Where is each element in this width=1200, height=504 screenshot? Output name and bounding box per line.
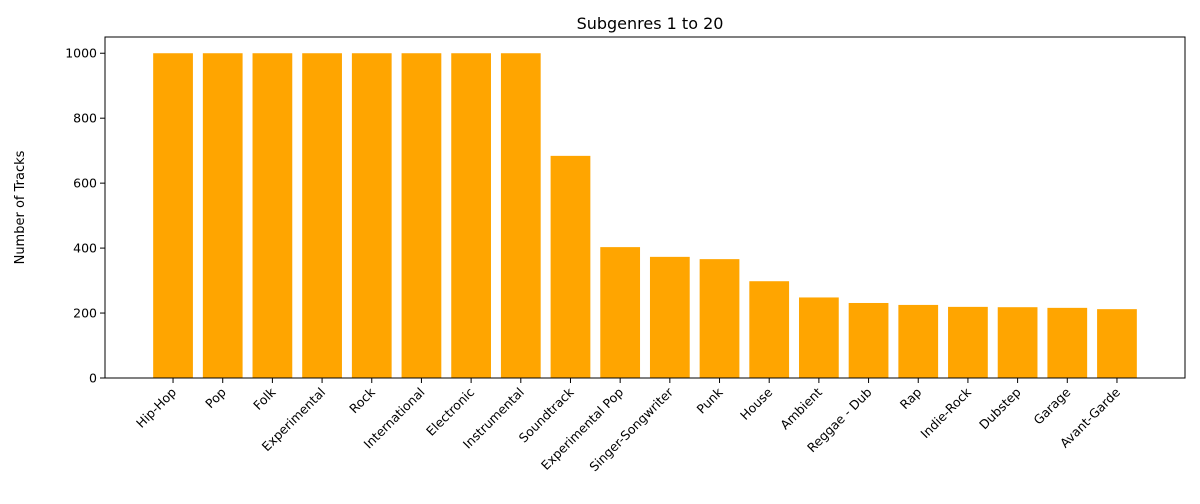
bar-reggae-dub: [848, 302, 889, 378]
x-tick-label: Pop: [202, 384, 229, 411]
bar-dubstep: [997, 307, 1038, 378]
bar-electronic: [451, 53, 491, 378]
y-tick-label: 400: [73, 241, 97, 256]
bar-singer-songwriter: [649, 256, 690, 378]
bar-hip-hop: [153, 53, 193, 378]
y-tick-label: 200: [73, 306, 97, 321]
y-tick-label: 800: [73, 111, 97, 126]
bar-punk: [699, 259, 740, 378]
y-tick-label: 0: [89, 371, 97, 386]
plot-frame: [104, 36, 1186, 379]
x-tick-label: Rock: [346, 384, 378, 416]
bar-folk: [252, 53, 293, 378]
chart-title: Subgenres 1 to 20: [577, 14, 724, 33]
bars-group: [153, 53, 1137, 378]
y-tick-label: 600: [73, 176, 97, 191]
bar-experimental: [302, 53, 342, 378]
x-tick-label: Folk: [250, 384, 279, 413]
bar-garage: [1047, 307, 1088, 378]
x-tick-label: Hip-Hop: [133, 384, 179, 430]
bar-avant-garde: [1097, 309, 1137, 378]
bar-international: [401, 53, 442, 378]
x-tick-label: Rap: [897, 384, 925, 412]
x-tick-label: Dubstep: [976, 384, 1024, 432]
x-tick-label: Singer-Songwriter: [586, 384, 676, 474]
y-axis-title: Number of Tracks: [13, 150, 28, 264]
bar-house: [749, 281, 790, 378]
bar-experimental-pop: [600, 247, 641, 378]
bar-soundtrack: [550, 155, 591, 378]
x-tick-label: Ambient: [777, 384, 825, 432]
y-axis-ticks: 0 200 400 600 800 1000: [65, 46, 105, 386]
y-tick-label: 1000: [65, 46, 97, 61]
bar-rap: [898, 304, 939, 378]
x-tick-label: House: [737, 384, 776, 423]
x-tick-label: Experimental Pop: [538, 384, 626, 472]
x-tick-label: Garage: [1030, 384, 1073, 427]
bar-rock: [351, 53, 392, 378]
bar-pop: [202, 53, 243, 378]
bar-indie-rock: [948, 306, 988, 378]
x-tick-label: Punk: [694, 384, 727, 417]
bar-ambient: [799, 297, 839, 378]
bar-instrumental: [500, 53, 541, 378]
x-tick-label: Indie-Rock: [917, 384, 974, 441]
